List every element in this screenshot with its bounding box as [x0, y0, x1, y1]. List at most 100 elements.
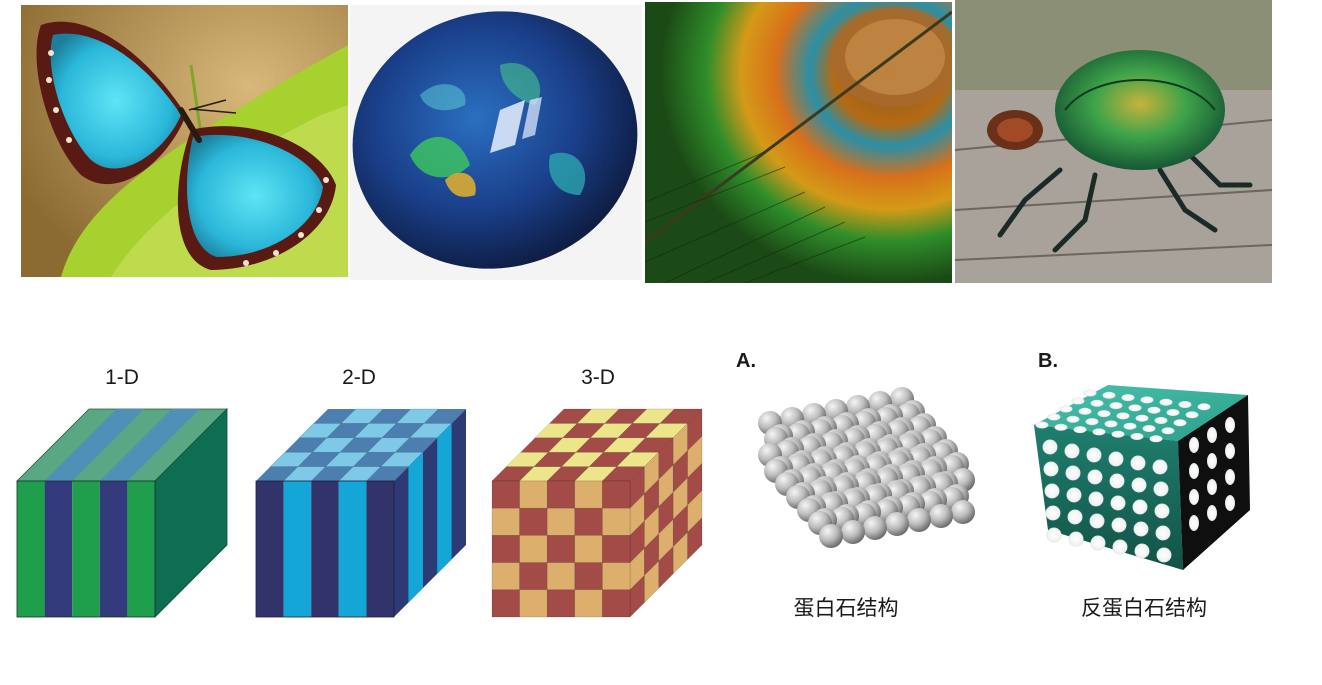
inverse-opal-top-hole: [1092, 428, 1106, 436]
three-d-crystal-diagram: [491, 408, 703, 618]
three-d-front-cell: [519, 535, 548, 563]
inverse-opal-top-hole: [1078, 407, 1092, 415]
inverse-opal-front-hole: [1130, 455, 1146, 471]
inverse-opal-side-hole: [1189, 437, 1199, 453]
three-d-top-face: [491, 408, 703, 482]
inverse-opal-front-hole: [1066, 487, 1082, 503]
inverse-opal-front-hole: [1044, 483, 1060, 499]
inverse-opal-front-hole: [1131, 477, 1147, 493]
inverse-opal-top-hole: [1197, 403, 1211, 411]
three-d-front-cell: [491, 535, 520, 563]
three-d-front-cell: [546, 562, 576, 591]
inverse-opal-front-hole: [1089, 513, 1105, 529]
inverse-opal-top-hole: [1161, 427, 1175, 435]
three-d-front-cell: [602, 562, 631, 591]
inverse-opal-front-hole: [1065, 465, 1081, 481]
three-d-side-face: [629, 408, 703, 618]
beetle-photo: [955, 0, 1272, 283]
inverse-opal-front-hole: [1067, 509, 1083, 525]
inverse-opal-top-hole: [1111, 430, 1125, 438]
inverse-opal-front-hole: [1153, 481, 1169, 497]
inverse-opal-top-hole: [1135, 414, 1149, 422]
inverse-opal-panel-tag: B.: [1038, 350, 1058, 372]
inverse-opal-top-hole: [1066, 415, 1080, 423]
three-d-front-cell: [491, 589, 520, 618]
inverse-opal-top-hole: [1073, 426, 1087, 434]
three-d-front-cell: [602, 589, 631, 618]
inverse-opal-front-hole: [1086, 447, 1102, 463]
inverse-opal-front-hole: [1109, 473, 1125, 489]
inverse-opal-top-hole: [1178, 401, 1192, 408]
inverse-opal-front-hole: [1090, 535, 1106, 551]
opal-sphere: [863, 516, 887, 540]
peacock-feather-photo: [645, 2, 952, 283]
opal-sphere: [929, 504, 953, 528]
inverse-opal-structure-diagram: [1034, 385, 1250, 570]
inverse-opal-top-hole: [1085, 418, 1099, 426]
three-d-front-cell: [519, 589, 548, 618]
inverse-opal-top-hole: [1059, 405, 1073, 413]
three-d-front-cell: [546, 589, 576, 618]
inverse-opal-top-hole: [1035, 421, 1049, 429]
inverse-opal-side-hole: [1189, 489, 1199, 505]
opal-photo: [350, 5, 642, 280]
inverse-opal-top-hole: [1123, 422, 1137, 430]
three-d-front-cell: [519, 480, 548, 509]
three-d-front-cell: [546, 507, 576, 536]
inverse-opal-top-hole: [1116, 412, 1130, 420]
three-d-side-cell: [687, 517, 703, 561]
opal-sphere: [819, 524, 843, 548]
inverse-opal-front-hole: [1043, 461, 1059, 477]
inverse-opal-front-hole: [1110, 495, 1126, 511]
inverse-opal-top-hole: [1142, 425, 1156, 432]
inverse-opal-top-hole: [1090, 399, 1104, 407]
inverse-opal-front-hole: [1154, 503, 1170, 519]
inverse-opal-side-hole: [1225, 417, 1235, 433]
inverse-opal-front-hole: [1132, 499, 1148, 515]
three-d-front-cell: [602, 480, 631, 509]
inverse-opal-front-hole: [1152, 459, 1168, 475]
inverse-opal-front-hole: [1068, 531, 1084, 547]
inverse-opal-top-hole: [1071, 397, 1085, 405]
inverse-opal-side-hole: [1207, 427, 1217, 443]
inverse-opal-top-hole: [1102, 391, 1116, 399]
inverse-opal-top-hole: [1109, 402, 1123, 410]
three-d-front-cell: [574, 535, 603, 563]
inverse-opal-front-hole: [1088, 491, 1104, 507]
inverse-opal-side-hole: [1189, 463, 1199, 479]
three-d-front-cell: [574, 480, 603, 509]
inverse-opal-top-hole: [1173, 419, 1187, 427]
inverse-opal-top-hole: [1104, 420, 1118, 428]
inverse-opal-top-hole: [1130, 433, 1144, 440]
three-d-front-cell: [519, 562, 548, 591]
inverse-opal-side-hole: [1189, 515, 1199, 531]
inverse-opal-side-hole: [1225, 495, 1235, 511]
three-d-front-cell: [574, 589, 603, 618]
inverse-opal-top-hole: [1047, 413, 1061, 421]
inverse-opal-top-hole: [1149, 435, 1163, 443]
three-d-front-cell: [574, 507, 603, 536]
opal-sphere: [841, 520, 865, 544]
three-d-label: 3-D: [581, 366, 615, 389]
inverse-opal-top-hole: [1159, 398, 1173, 406]
inverse-opal-front-hole: [1133, 521, 1149, 537]
opal-sphere: [951, 500, 975, 524]
one-d-label: 1-D: [105, 366, 139, 389]
two-d-top-tile: [340, 408, 384, 424]
inverse-opal-front-hole: [1042, 439, 1058, 455]
inverse-opal-top-hole: [1083, 389, 1097, 397]
inverse-opal-front-hole: [1134, 543, 1150, 559]
inverse-opal-front-hole: [1087, 469, 1103, 485]
three-d-front-cell: [574, 562, 603, 591]
one-d-crystal-diagram: [16, 408, 228, 618]
two-d-label: 2-D: [342, 366, 376, 389]
inverse-opal-front-hole: [1155, 525, 1171, 541]
inverse-opal-side-hole: [1225, 443, 1235, 459]
opal-sphere: [907, 508, 931, 532]
three-d-front-cell: [491, 507, 520, 536]
inverse-opal-top-hole: [1054, 423, 1068, 431]
three-d-front-cell: [602, 535, 631, 563]
inverse-opal-front-hole: [1046, 527, 1062, 543]
three-d-front-cell: [546, 535, 576, 563]
inverse-opal-front-hole: [1045, 505, 1061, 521]
